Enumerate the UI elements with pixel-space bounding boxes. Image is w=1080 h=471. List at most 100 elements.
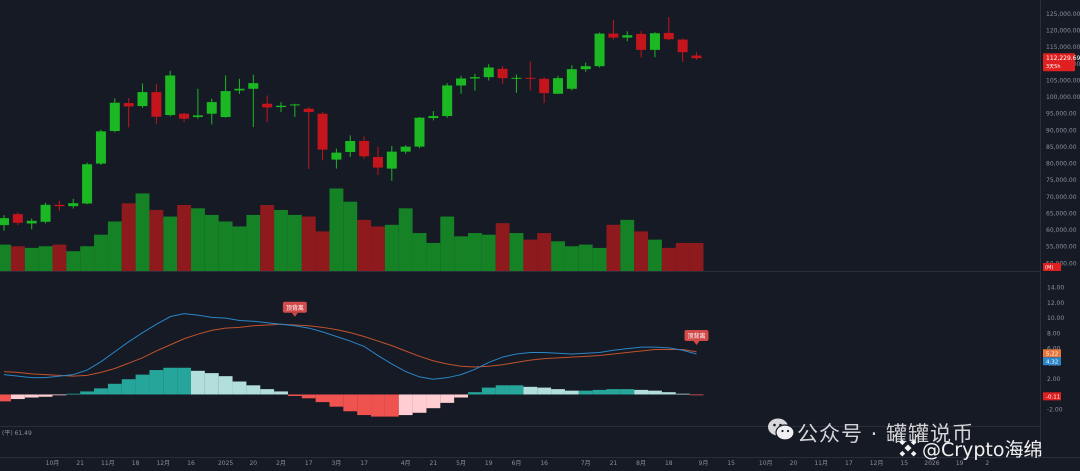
macd-histogram-bar (564, 390, 579, 395)
divergence-badge (684, 330, 709, 342)
volume-bar (315, 231, 330, 271)
time-tick-label: 8月 (636, 460, 646, 467)
candle-body (206, 102, 217, 114)
volume-bar (357, 219, 372, 271)
time-tick-label: 6月 (512, 460, 522, 467)
macd-histogram-bar (191, 370, 205, 395)
time-tick-label: 5月 (456, 460, 466, 467)
volume-bar (218, 221, 233, 271)
candle-body (594, 33, 605, 67)
candle-body (372, 156, 383, 168)
candle-body (553, 78, 563, 94)
price-axis: 125,000.00120,000.00115,000.00110,000.00… (1043, 11, 1080, 414)
candle-body (303, 108, 314, 113)
candle-body (192, 115, 203, 118)
volume-bar (274, 209, 288, 271)
candle-body (82, 164, 93, 204)
macd-histogram-bar (606, 389, 621, 395)
candle-body (511, 77, 522, 79)
time-tick-label: 16 (187, 460, 195, 467)
price-tick-label: 125,000.00 (1046, 11, 1080, 18)
volume-bar (329, 188, 344, 271)
candle-body (525, 77, 536, 79)
volume-bar (107, 221, 122, 271)
macd-histogram-bar (121, 379, 136, 395)
volume-bar (495, 223, 510, 271)
macd-histogram-bar (357, 394, 372, 416)
divergence-label: 顶背离 (286, 304, 304, 312)
volume-bar (578, 244, 593, 271)
candle-body (483, 67, 494, 78)
volume-bar (343, 201, 358, 271)
macd-histogram-bar (412, 394, 427, 413)
time-tick-label: 11月 (101, 460, 115, 467)
macd-value-badge (1043, 357, 1061, 366)
volume-bar (10, 246, 25, 271)
volume-bar (80, 246, 95, 271)
macd-histogram-bar (177, 367, 191, 395)
volume-bar (689, 242, 704, 271)
volume-badge (1043, 263, 1061, 271)
time-tick-label: 15 (727, 460, 735, 467)
macd-histogram-bar (24, 394, 39, 398)
macd-histogram-bar (454, 394, 468, 398)
candle-body (663, 32, 674, 40)
macd-histogram-bar (163, 367, 178, 395)
time-tick-label: 20 (249, 460, 257, 467)
candle-body (691, 55, 702, 59)
candle-body (289, 104, 300, 106)
wechat-icon (767, 417, 795, 447)
macd-histogram-bar (523, 386, 538, 395)
volume-bar (246, 214, 261, 271)
candle-body (123, 103, 134, 107)
macd-histogram-bar (537, 387, 552, 395)
volume-bar (38, 246, 53, 271)
time-tick-label: 11月 (814, 460, 828, 467)
macd-value-badge (1043, 349, 1061, 358)
macd-histogram-bar (689, 394, 704, 396)
candle-body (580, 66, 591, 70)
candle-body (469, 77, 480, 79)
macd-histogram-bar (384, 394, 399, 417)
volume-bar (52, 244, 67, 271)
volume-bar (661, 247, 676, 271)
macd-histogram-bar (204, 373, 219, 395)
last-price-badge (1043, 53, 1075, 72)
candle-body (95, 131, 106, 164)
macd-tick-label: 12.00 (1047, 300, 1064, 307)
volume-bar (163, 216, 178, 271)
volume-bar (232, 226, 247, 271)
volume-bar (121, 203, 136, 271)
candle-body (12, 214, 23, 223)
volume-bar (592, 247, 607, 271)
macd-histogram-bar (468, 392, 482, 395)
time-tick-label: 9月 (699, 460, 709, 467)
divergence-label: 顶背离 (687, 332, 705, 340)
time-tick-label: 21 (430, 460, 438, 467)
volume-bar (149, 209, 164, 271)
time-tick-label: 19 (956, 460, 964, 467)
last-price-sublabel: 3天5h (1046, 64, 1061, 70)
time-tick-label: 2025 (218, 460, 233, 467)
candle-body (677, 39, 688, 53)
rsi-label: (平) 61.49 (2, 430, 32, 437)
volume-bar (24, 247, 39, 271)
price-tick-label: 80,000.00 (1046, 161, 1077, 168)
time-tick-label: 4月 (401, 460, 411, 467)
macd-tick-label: 2.00 (1047, 376, 1061, 383)
volume-bar (384, 224, 399, 271)
macd-histogram-bar (0, 394, 11, 402)
macd-histogram-bar (301, 394, 316, 399)
macd-histogram-bar (246, 385, 261, 395)
macd-tick-label: 14.00 (1047, 285, 1064, 292)
time-tick-label: 20 (790, 460, 798, 467)
price-tick-label: 105,000.00 (1046, 77, 1080, 84)
time-axis: 10月 21 11月 18 12月 16 2025 20 2月 17 3月 17 4月 21 5月 19 6月 1… (46, 460, 990, 467)
price-tick-label: 50,000.00 (1046, 260, 1077, 267)
time-tick-label: 21 (76, 460, 84, 467)
volume-bars (0, 188, 704, 271)
macd-value-label: -0.11 (1046, 394, 1060, 400)
time-tick-label: 19 (485, 460, 493, 467)
